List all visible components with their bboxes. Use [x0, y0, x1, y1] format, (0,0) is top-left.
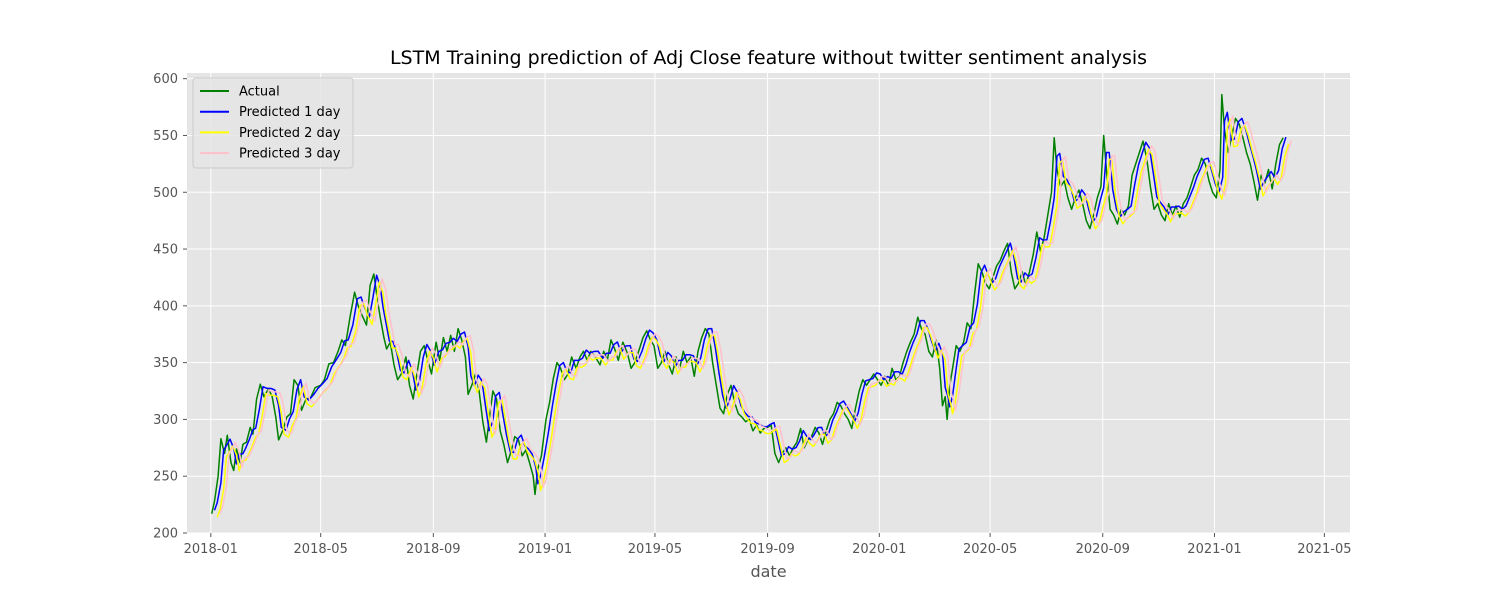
x-tick-label: 2020-09: [1076, 542, 1130, 557]
x-tick-label: 2021-01: [1187, 542, 1241, 557]
x-tick-label: 2019-01: [518, 542, 572, 557]
y-tick-label: 600: [153, 72, 178, 87]
legend-label: Predicted 2 day: [239, 126, 341, 141]
legend-label: Actual: [239, 85, 280, 100]
y-tick-label: 450: [153, 243, 178, 258]
legend-label: Predicted 1 day: [239, 105, 341, 120]
y-tick-label: 500: [153, 186, 178, 201]
legend-frame: [192, 77, 354, 169]
x-tick-label: 2018-01: [184, 542, 238, 557]
legend-label: Predicted 3 day: [239, 147, 341, 162]
x-tick-label: 2019-09: [740, 542, 794, 557]
series-layer: [210, 93, 1293, 518]
x-tick-label: 2018-05: [294, 542, 348, 557]
legend: Actual Predicted 1 day Predicted 2 day Pred…: [192, 77, 354, 169]
x-tick-label: 2021-05: [1297, 542, 1351, 557]
y-tick-label: 250: [153, 470, 178, 485]
chart-title: LSTM Training prediction of Adj Close fe…: [390, 47, 1147, 69]
series-line-predicted-3-day: [219, 114, 1293, 514]
x-tick-label: 2020-01: [852, 542, 906, 557]
y-tick-label: 200: [153, 527, 178, 542]
y-tick-label: 400: [153, 299, 178, 314]
y-tick-label: 300: [153, 413, 178, 428]
x-tick-label: 2019-05: [628, 542, 682, 557]
y-tick-label: 550: [153, 129, 178, 144]
y-tick-label: 350: [153, 356, 178, 371]
x-tick-label: 2020-05: [963, 542, 1017, 557]
plot-area: [187, 73, 1350, 533]
x-axis-label: date: [750, 562, 786, 581]
series-line-actual: [210, 93, 1284, 514]
x-tick-label: 2018-09: [406, 542, 460, 557]
axes: 200 250 300 350 400 450 500 550 600 2018-01 2018-0…: [153, 72, 1351, 557]
